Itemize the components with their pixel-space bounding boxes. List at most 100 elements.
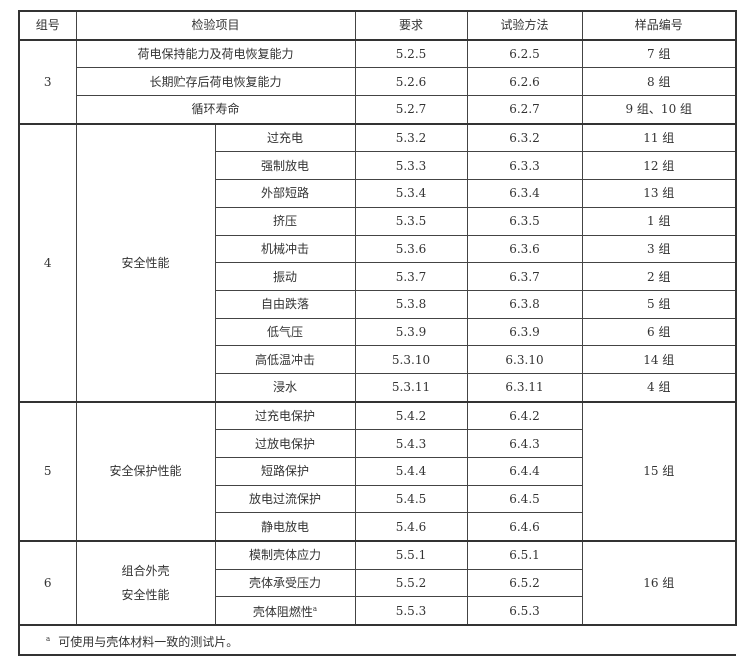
requirement: 5.3.3	[354, 151, 468, 181]
test-item-label: 过放电保护	[255, 436, 316, 451]
test-method: 6.4.5	[466, 484, 583, 514]
category-line: 组合外壳	[121, 564, 170, 579]
requirement: 5.4.2	[354, 400, 468, 431]
header-item: 检验项目	[75, 10, 356, 41]
test-method: 6.3.8	[466, 289, 583, 319]
test-item: 短路保护	[214, 457, 356, 486]
group-id: 5	[18, 400, 77, 542]
test-item: 模制壳体应力	[214, 540, 356, 570]
requirement: 5.3.11	[354, 372, 468, 403]
test-method: 6.2.7	[466, 95, 583, 125]
footnote-ref: a	[312, 605, 318, 614]
sample-number: 5 组	[581, 289, 738, 319]
test-item: 静电放电	[214, 512, 356, 542]
requirement: 5.4.3	[354, 429, 468, 458]
test-method: 6.3.3	[466, 151, 583, 181]
test-items-table: 组号 检验项目 要求 试验方法 样品编号 3 荷电保持能力及荷电恢复能力 5.2.5…	[17, 10, 738, 657]
sample-number: 2 组	[581, 262, 738, 291]
requirement: 5.3.4	[354, 179, 468, 208]
test-item-label: 短路保护	[261, 464, 310, 479]
table-row: 低气压 5.3.9 6.3.9 6 组	[19, 317, 738, 347]
test-item-label: 壳体承受压力	[249, 576, 322, 591]
requirement: 5.5.1	[354, 540, 468, 570]
requirement: 5.3.9	[354, 317, 468, 347]
requirement: 5.2.5	[354, 38, 468, 69]
footnote: a 可使用与壳体材料一致的测试片。	[17, 624, 737, 657]
footnote-row: a 可使用与壳体材料一致的测试片。	[17, 624, 737, 657]
category: 安全保护性能	[75, 400, 216, 542]
test-method: 6.4.2	[466, 400, 583, 431]
test-method: 6.3.11	[466, 372, 583, 403]
test-method: 6.3.2	[466, 122, 583, 153]
test-item: 循环寿命	[75, 95, 356, 125]
table-row: 自由跌落 5.3.8 6.3.8 5 组	[19, 289, 738, 319]
test-item: 壳体阻燃性a	[214, 596, 356, 626]
table-row: 强制放电 5.3.3 6.3.3 12 组	[19, 151, 738, 181]
test-item: 长期贮存后荷电恢复能力	[75, 67, 356, 97]
sample-number: 8 组	[581, 67, 738, 97]
group-id: 4	[18, 122, 77, 403]
requirement: 5.4.4	[354, 457, 468, 486]
table-row: 机械冲击 5.3.6 6.3.6 3 组	[19, 234, 738, 264]
table-row: 3 荷电保持能力及荷电恢复能力 5.2.5 6.2.5 7 组	[18, 38, 738, 125]
sample-number: 7 组	[581, 38, 738, 69]
table-row: 循环寿命 5.2.7 6.2.7 9 组、10 组	[19, 95, 738, 125]
sample-number: 16 组	[581, 540, 738, 626]
test-method: 6.3.5	[466, 206, 583, 236]
table-row: 挤压 5.3.5 6.3.5 1 组	[19, 206, 738, 236]
test-method: 6.3.9	[466, 317, 583, 347]
table-row: 5 安全保护性能 过充电保护 5.4.2 6.4.2 15 组	[18, 400, 738, 542]
requirement: 5.5.3	[354, 596, 468, 626]
table-row: 静电放电 5.4.6 6.4.6	[19, 512, 736, 542]
sample-number: 3 组	[581, 234, 738, 264]
category: 组合外壳 安全性能	[75, 540, 216, 626]
requirement: 5.3.7	[354, 262, 468, 291]
group-id: 3	[18, 38, 77, 125]
test-item: 自由跌落	[214, 289, 356, 319]
table-row: 振动 5.3.7 6.3.7 2 组	[19, 262, 738, 291]
test-item-label: 放电过流保护	[249, 492, 322, 507]
test-item: 过充电	[214, 122, 356, 153]
requirement: 5.2.6	[354, 67, 468, 97]
test-item-label: 壳体阻燃性	[252, 605, 313, 620]
test-method: 6.4.4	[466, 457, 583, 486]
footnote-text: 可使用与壳体材料一致的测试片。	[58, 634, 239, 649]
test-item: 振动	[214, 262, 356, 291]
test-method: 6.4.6	[466, 512, 583, 542]
test-item: 挤压	[214, 206, 356, 236]
category: 安全性能	[75, 122, 216, 403]
requirement: 5.4.5	[354, 484, 468, 514]
requirement: 5.4.6	[354, 512, 468, 542]
test-item: 放电过流保护	[214, 484, 356, 514]
requirement: 5.3.8	[354, 289, 468, 319]
table-row: 放电过流保护 5.4.5 6.4.5	[19, 484, 736, 514]
header-row: 组号 检验项目 要求 试验方法 样品编号	[18, 10, 738, 41]
header-method: 试验方法	[466, 10, 583, 41]
sample-number: 1 组	[581, 206, 738, 236]
sample-number: 6 组	[581, 317, 738, 347]
test-method: 6.5.3	[466, 596, 583, 626]
sample-number: 14 组	[581, 345, 738, 374]
requirement: 5.3.5	[354, 206, 468, 236]
header-group: 组号	[18, 10, 77, 41]
test-method: 6.2.6	[466, 67, 583, 97]
test-method: 6.5.2	[466, 568, 583, 598]
test-item: 机械冲击	[214, 234, 356, 264]
table-row: 4 安全性能 过充电 5.3.2 6.3.2 11 组	[18, 122, 738, 403]
table-row: 长期贮存后荷电恢复能力 5.2.6 6.2.6 8 组	[19, 67, 738, 97]
test-method: 6.4.3	[466, 429, 583, 458]
test-method: 6.3.7	[466, 262, 583, 291]
test-method: 6.3.6	[466, 234, 583, 264]
table-row: 外部短路 5.3.4 6.3.4 13 组	[19, 179, 738, 208]
requirement: 5.3.10	[354, 345, 468, 374]
test-item: 荷电保持能力及荷电恢复能力	[75, 38, 356, 69]
requirement: 5.3.2	[354, 122, 468, 153]
table-row: 6 组合外壳 安全性能 模制壳体应力 5.5.1 6.5.1 16 组	[18, 540, 738, 626]
test-item-label: 静电放电	[261, 519, 310, 534]
footnote-mark: a	[46, 634, 51, 643]
sample-number: 9 组、10 组	[581, 95, 738, 125]
sample-number: 4 组	[581, 372, 738, 403]
table-row: 高低温冲击 5.3.10 6.3.10 14 组	[19, 345, 738, 374]
header-sample: 样品编号	[581, 10, 738, 41]
requirement: 5.2.7	[354, 95, 468, 125]
